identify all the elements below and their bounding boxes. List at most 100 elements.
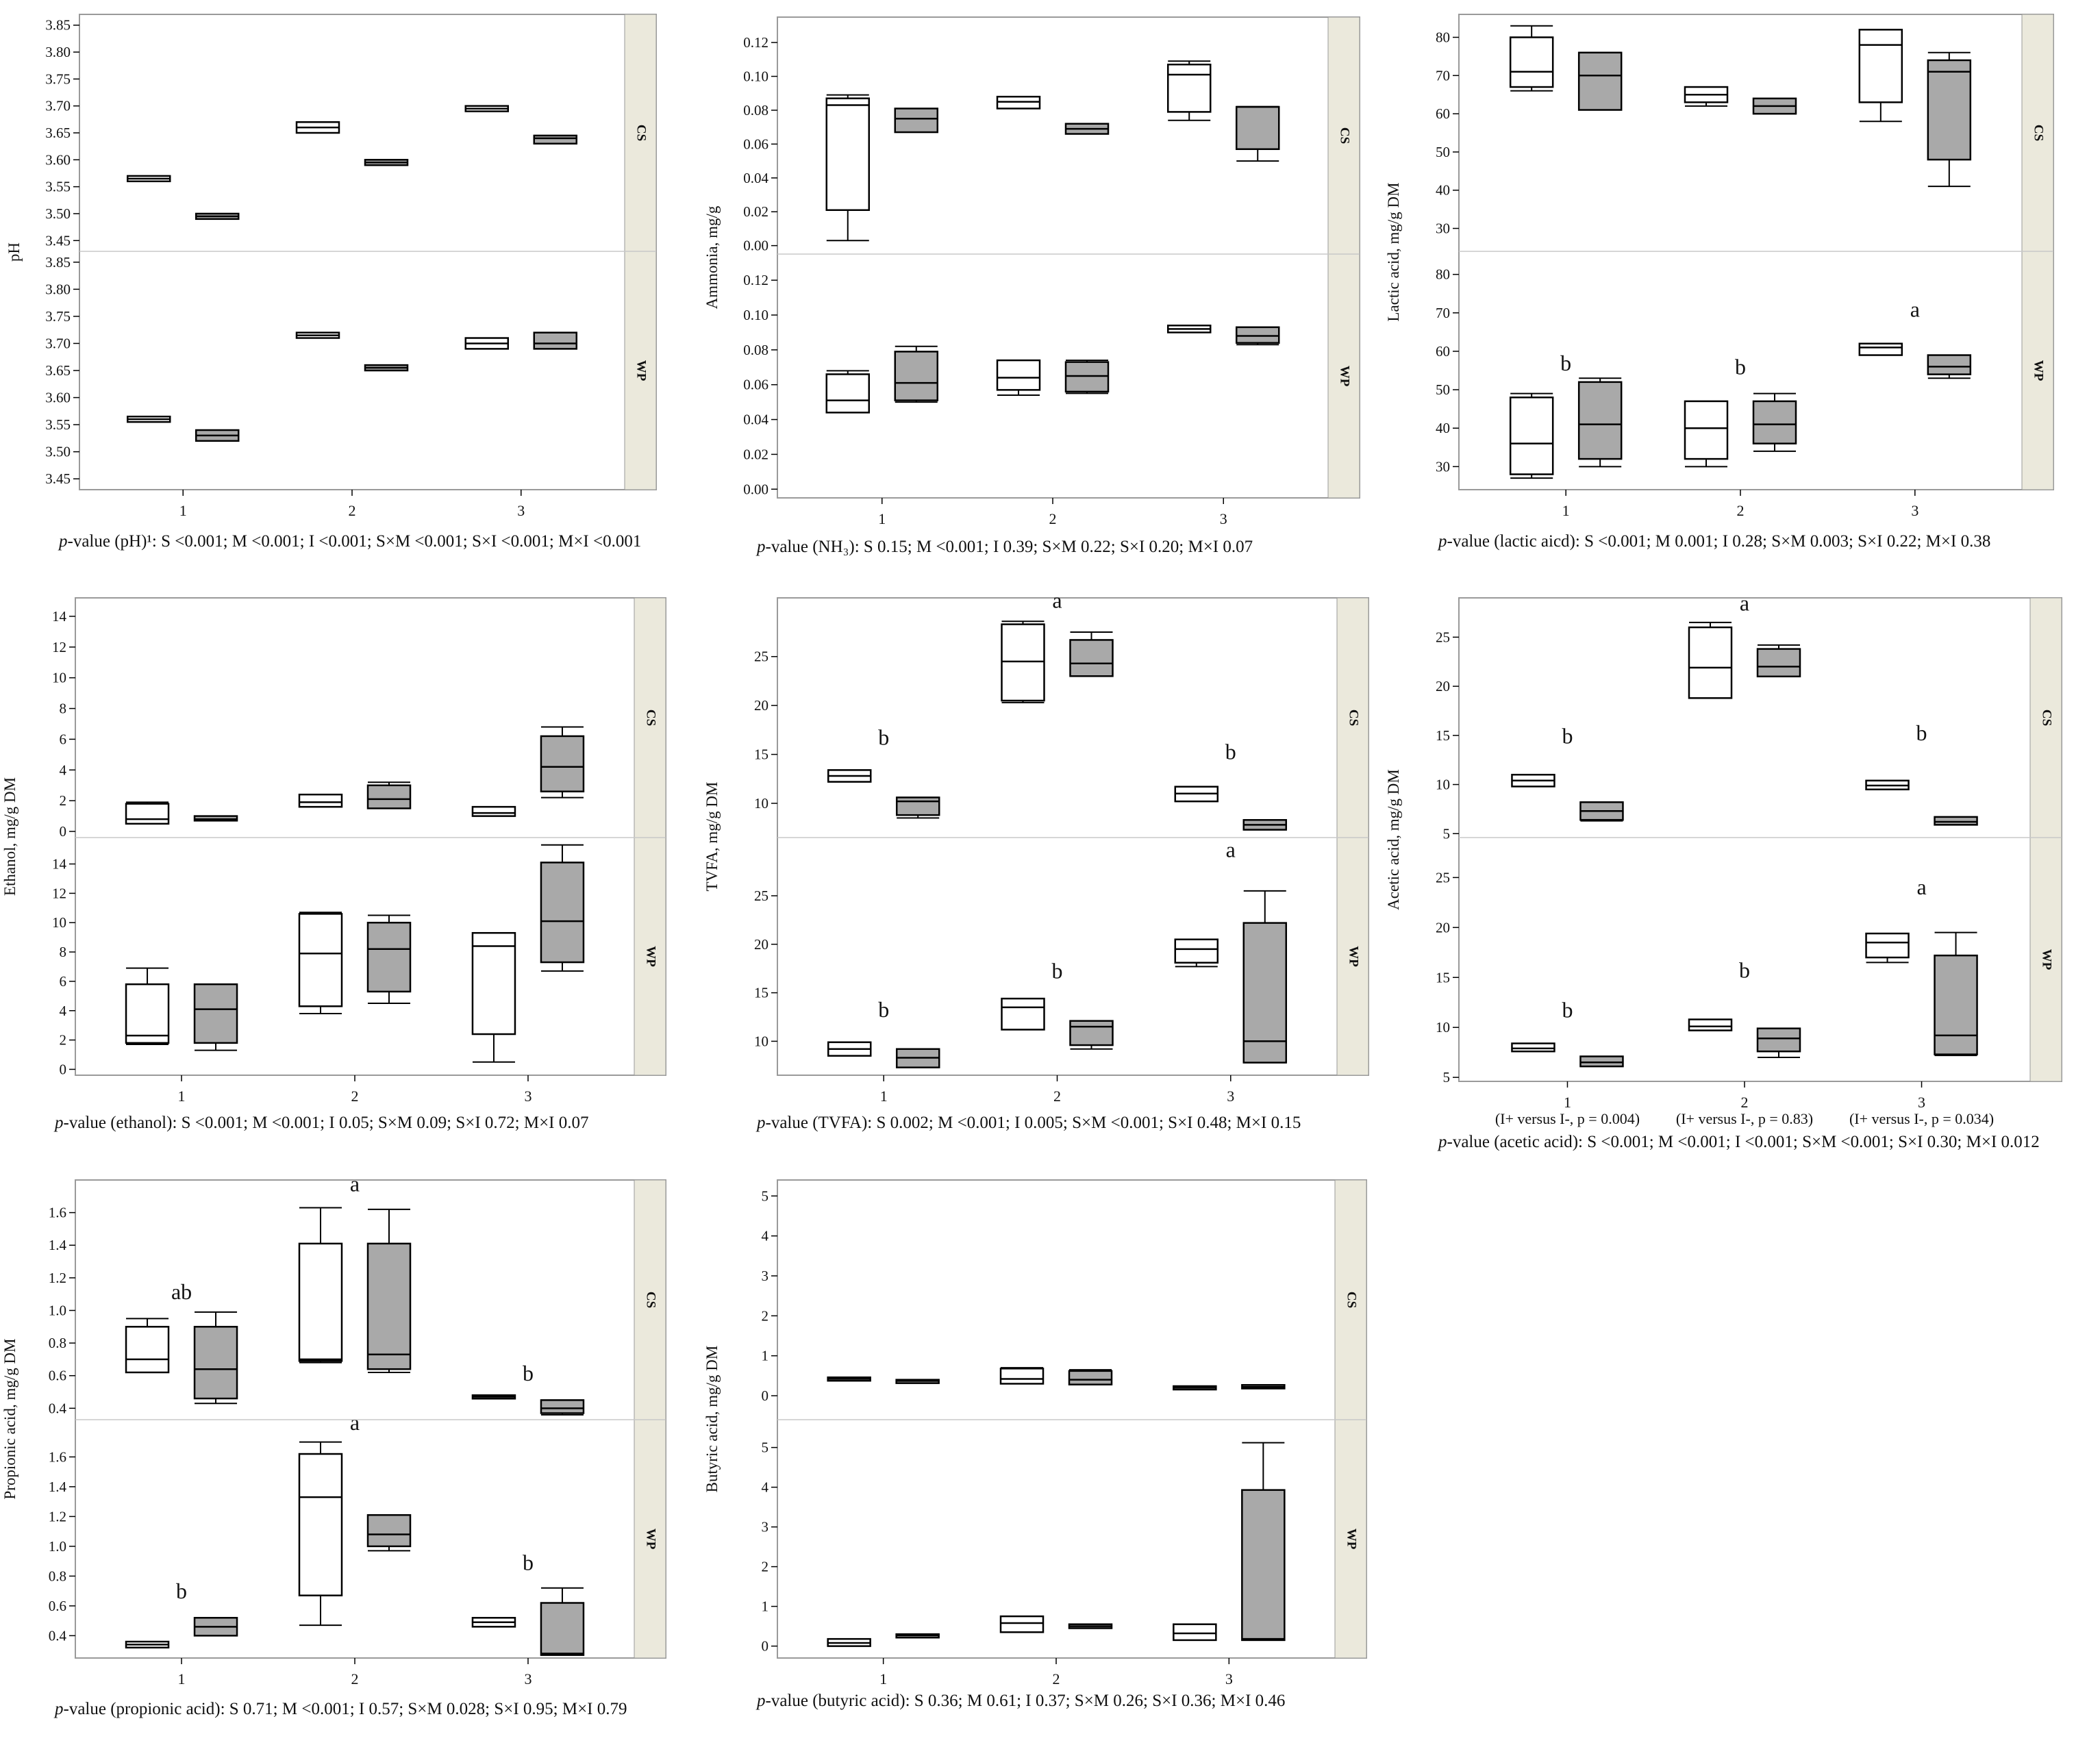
box-cs-I--group-2 <box>1752 97 1797 115</box>
box-wp-I+-group-2 <box>295 331 340 339</box>
box-iqr <box>1684 400 1729 460</box>
y-tick-label: 3.60 <box>45 151 71 168</box>
pvalue-caption-ethanol: p-value (ethanol): S <0.001; M <0.001; I… <box>55 1114 589 1132</box>
box-cs-I+-group-2 <box>298 1207 343 1364</box>
box-iqr <box>1752 400 1797 444</box>
y-tick-label: 20 <box>754 936 768 953</box>
box-iqr <box>1173 1623 1217 1642</box>
box-wp-I--group-2 <box>1068 1623 1113 1629</box>
facet-strip-cs <box>1336 597 1369 838</box>
y-tick-label: 80 <box>1436 266 1450 283</box>
x-tick-label: 1 <box>179 502 187 519</box>
x-tick-label: 1 <box>1562 502 1570 519</box>
box-wp-I--group-3 <box>1241 1442 1286 1642</box>
box-cs-I--group-3 <box>1235 105 1280 162</box>
y-tick-label: 4 <box>762 1479 769 1496</box>
box-iqr <box>1509 36 1554 88</box>
box-wp-I--group-2 <box>1069 1020 1114 1050</box>
y-tick-label: 10 <box>754 795 768 812</box>
facet-strip-label: WP <box>2040 949 2054 970</box>
box-iqr <box>298 1453 343 1596</box>
box-wp-I--group-1 <box>894 345 939 403</box>
facet-strip-cs <box>634 1179 666 1420</box>
box-cs-I--group-2 <box>366 1208 412 1373</box>
box-wp-I--group-1 <box>195 429 240 442</box>
y-tick-label: 15 <box>754 985 768 1001</box>
box-cs-I+-group-3 <box>1166 60 1212 121</box>
pvalue-caption-tvfa: p-value (TVFA): S 0.002; M <0.001; I 0.0… <box>757 1114 1301 1132</box>
box-cs-I+-group-2 <box>298 793 343 808</box>
facet-strip-label: WP <box>1345 1529 1359 1550</box>
box-iqr <box>125 983 170 1044</box>
box-iqr <box>1069 639 1114 677</box>
box-iqr <box>533 331 578 350</box>
box-cs-I--group-2 <box>1064 123 1110 135</box>
y-tick-label: 0.12 <box>743 34 768 51</box>
facet-strip-cs <box>2021 14 2054 252</box>
y-tick-label: 10 <box>1436 777 1450 793</box>
box-wp-I+-group-3 <box>1858 342 1903 356</box>
box-iqr <box>471 931 516 1035</box>
x-tick-label: 1 <box>178 1088 186 1105</box>
box-cs-I+-group-2 <box>1684 86 1729 107</box>
x-tick-label: 2 <box>1053 1088 1061 1105</box>
box-wp-I--group-1 <box>895 1633 940 1639</box>
box-wp-I--group-1 <box>1577 377 1623 468</box>
y-tick-label: 3.50 <box>45 444 71 460</box>
significance-letter: b <box>878 725 889 749</box>
y-tick-label: 3.45 <box>45 470 71 487</box>
y-tick-label: 0 <box>762 1387 769 1404</box>
y-tick-label: 12 <box>52 885 66 901</box>
box-iqr <box>996 359 1041 391</box>
facet-strip-cs <box>1334 1179 1367 1420</box>
y-tick-label: 0.06 <box>743 377 768 393</box>
box-cs-I--group-1 <box>894 108 939 134</box>
pvalue-caption-butyric: p-value (butyric acid): S 0.36; M 0.61; … <box>757 1692 1286 1710</box>
box-cs-I--group-2 <box>1069 631 1114 677</box>
y-axis-label: Acetic acid, mg/g DM <box>1385 769 1402 910</box>
significance-letter: b <box>1052 958 1063 983</box>
box-iqr <box>894 351 939 401</box>
y-tick-label: 10 <box>52 914 66 931</box>
box-iqr <box>1509 397 1554 475</box>
box-wp-I+-group-1 <box>125 1640 170 1649</box>
x-tick-label: 3 <box>1918 1094 1925 1111</box>
y-tick-label: 0.04 <box>743 170 768 186</box>
box-iqr <box>125 1326 170 1374</box>
box-wp-I+-group-3 <box>1166 325 1212 334</box>
box-cs-I+-group-3 <box>1173 1385 1217 1391</box>
x-tick-label: 2 <box>349 502 356 519</box>
y-tick-label: 6 <box>60 973 67 990</box>
facet-strip-label: CS <box>2040 710 2054 726</box>
facet-strip-label: WP <box>644 946 658 967</box>
box-wp-I+-group-2 <box>1001 997 1045 1031</box>
box-cs-I+-group-1 <box>1509 25 1554 92</box>
box-wp-I--group-3 <box>1235 326 1280 346</box>
y-tick-label: 4 <box>762 1228 769 1244</box>
box-iqr <box>1235 326 1280 344</box>
significance-letter: b <box>1562 723 1573 748</box>
y-tick-label: 80 <box>1436 29 1450 45</box>
box-wp-I--group-1 <box>895 1048 940 1068</box>
y-tick-label: 0.4 <box>49 1627 67 1644</box>
y-tick-label: 3.80 <box>45 281 71 297</box>
y-tick-label: 1.6 <box>49 1448 66 1465</box>
box-iqr <box>298 793 343 808</box>
facet-strip-cs <box>1327 16 1360 255</box>
y-tick-label: 2 <box>60 1032 67 1048</box>
facet-strip-wp <box>2029 837 2062 1082</box>
box-wp-I+-group-1 <box>1509 392 1554 479</box>
y-tick-label: 40 <box>1436 420 1450 436</box>
facet-strip-label: CS <box>1338 127 1352 144</box>
box-cs-I+-group-1 <box>827 1376 871 1382</box>
y-tick-label: 0.02 <box>743 203 768 220</box>
x-tick-label: 3 <box>1225 1670 1233 1687</box>
box-wp-I+-group-3 <box>471 931 516 1063</box>
y-tick-label: 3.65 <box>45 362 71 379</box>
box-iqr <box>366 1242 412 1370</box>
y-tick-label: 25 <box>1436 629 1450 645</box>
y-axis-label: Ammonia, mg/g <box>703 205 721 309</box>
plot-frame <box>777 16 1360 499</box>
y-tick-label: 3.70 <box>45 98 71 114</box>
box-iqr <box>1064 361 1110 393</box>
